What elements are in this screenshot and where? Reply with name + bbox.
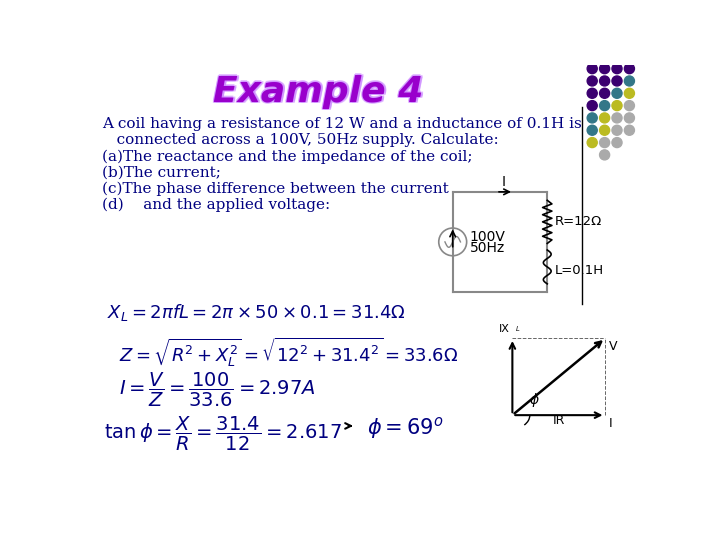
Text: 100V: 100V	[469, 230, 505, 244]
Text: I: I	[502, 175, 506, 188]
Text: 50Hz: 50Hz	[469, 241, 505, 255]
Text: Example 4: Example 4	[213, 73, 424, 107]
Text: $Z = \sqrt{R^2 + X_L^2} = \sqrt{12^2 + 31.4^2} = 33.6\Omega$: $Z = \sqrt{R^2 + X_L^2} = \sqrt{12^2 + 3…	[120, 336, 459, 369]
Circle shape	[588, 125, 597, 135]
Circle shape	[600, 150, 610, 160]
Text: $I = \dfrac{V}{Z} = \dfrac{100}{33.6} = 2.97A$: $I = \dfrac{V}{Z} = \dfrac{100}{33.6} = …	[120, 372, 316, 409]
Text: Example 4: Example 4	[215, 76, 425, 110]
Text: Example 4: Example 4	[212, 76, 423, 110]
Circle shape	[612, 76, 622, 86]
Text: (a)The reactance and the impedance of the coil;: (a)The reactance and the impedance of th…	[102, 150, 472, 164]
Circle shape	[624, 76, 634, 86]
Circle shape	[600, 76, 610, 86]
Circle shape	[600, 138, 610, 147]
Text: Example 4: Example 4	[215, 73, 425, 107]
Text: connected across a 100V, 50Hz supply. Calculate:: connected across a 100V, 50Hz supply. Ca…	[102, 133, 498, 147]
Text: Example 4: Example 4	[212, 75, 422, 109]
Circle shape	[612, 113, 622, 123]
Text: (c)The phase difference between the current: (c)The phase difference between the curr…	[102, 182, 449, 196]
Text: I: I	[609, 417, 613, 430]
Circle shape	[624, 113, 634, 123]
Circle shape	[624, 125, 634, 135]
Circle shape	[600, 125, 610, 135]
Circle shape	[600, 64, 610, 73]
Circle shape	[600, 88, 610, 98]
Text: V: V	[608, 340, 617, 353]
Text: $\tan\phi = \dfrac{X}{R} = \dfrac{31.4}{12} = 2.617$: $\tan\phi = \dfrac{X}{R} = \dfrac{31.4}{…	[104, 415, 342, 453]
Text: Example 4: Example 4	[213, 75, 424, 109]
Circle shape	[600, 113, 610, 123]
Circle shape	[588, 88, 597, 98]
Text: IX: IX	[499, 325, 510, 334]
Text: $_L$: $_L$	[515, 325, 520, 334]
Text: Example 4: Example 4	[215, 75, 426, 109]
Text: $\phi = 69^o$: $\phi = 69^o$	[367, 415, 444, 441]
Circle shape	[624, 64, 634, 73]
Circle shape	[600, 100, 610, 111]
Circle shape	[588, 113, 597, 123]
Circle shape	[624, 88, 634, 98]
Text: IR: IR	[553, 414, 565, 427]
Circle shape	[612, 125, 622, 135]
Circle shape	[624, 100, 634, 111]
Text: Example 4: Example 4	[213, 76, 424, 110]
Text: (b)The current;: (b)The current;	[102, 166, 220, 180]
Circle shape	[612, 88, 622, 98]
Text: $X_L = 2\pi fL = 2\pi \times 50 \times 0.1 = 31.4\Omega$: $X_L = 2\pi fL = 2\pi \times 50 \times 0…	[107, 302, 405, 323]
Text: L=0.1H: L=0.1H	[555, 264, 604, 277]
Text: R=12Ω: R=12Ω	[555, 215, 602, 228]
Text: (d)    and the applied voltage:: (d) and the applied voltage:	[102, 198, 330, 212]
Circle shape	[588, 76, 597, 86]
Text: $\phi$: $\phi$	[528, 392, 539, 409]
Circle shape	[612, 138, 622, 147]
Circle shape	[612, 64, 622, 73]
Circle shape	[588, 64, 597, 73]
Circle shape	[612, 100, 622, 111]
Circle shape	[588, 100, 597, 111]
Text: A coil having a resistance of 12 W and a inductance of 0.1H is: A coil having a resistance of 12 W and a…	[102, 117, 581, 131]
Circle shape	[588, 138, 597, 147]
Text: Example 4: Example 4	[212, 73, 423, 107]
